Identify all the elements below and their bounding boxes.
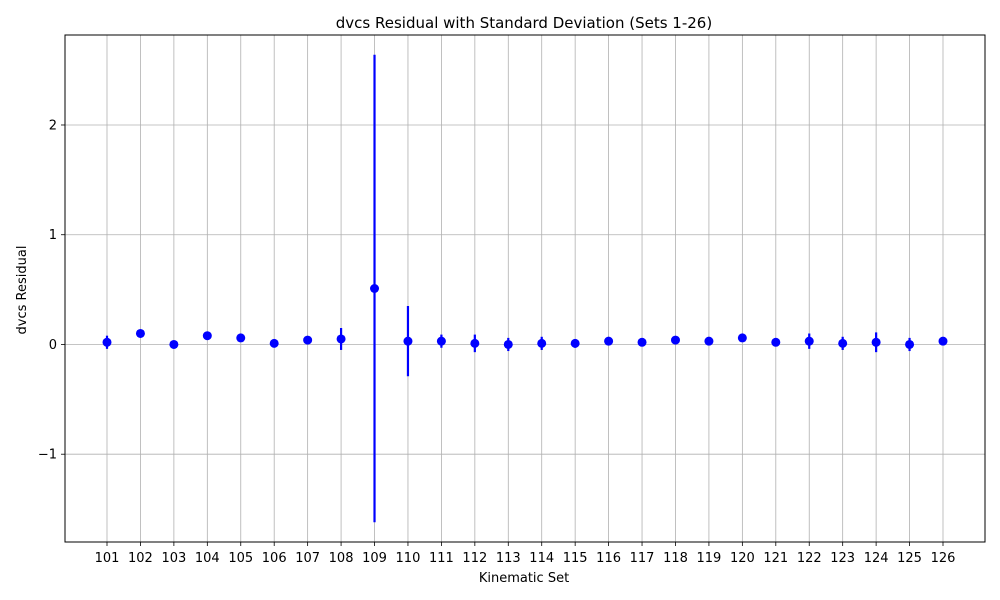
data-point bbox=[871, 337, 881, 347]
x-tick-label: 124 bbox=[864, 551, 889, 566]
x-tick-label: 110 bbox=[396, 551, 421, 566]
data-point bbox=[436, 336, 446, 346]
x-tick-label: 125 bbox=[897, 551, 922, 566]
y-tick-label: 1 bbox=[49, 228, 57, 243]
data-point bbox=[938, 336, 948, 346]
data-point bbox=[838, 338, 848, 348]
x-tick-label: 105 bbox=[228, 551, 253, 566]
data-point bbox=[169, 339, 179, 349]
x-tick-label: 126 bbox=[931, 551, 956, 566]
x-tick-label: 120 bbox=[730, 551, 755, 566]
data-point bbox=[202, 331, 212, 341]
data-point bbox=[236, 333, 246, 343]
data-point bbox=[905, 339, 915, 349]
y-tick-label: 2 bbox=[49, 118, 57, 133]
x-tick-label: 112 bbox=[462, 551, 487, 566]
data-point bbox=[503, 339, 513, 349]
data-point bbox=[370, 284, 380, 293]
data-point bbox=[470, 338, 480, 348]
data-point bbox=[804, 336, 814, 346]
x-tick-label: 117 bbox=[630, 551, 655, 566]
x-tick-label: 111 bbox=[429, 551, 454, 566]
x-tick-label: 103 bbox=[161, 551, 186, 566]
data-point bbox=[670, 335, 680, 345]
x-tick-label: 116 bbox=[596, 551, 621, 566]
data-point bbox=[303, 335, 313, 345]
y-axis-ticks: −1 0 1 2 bbox=[38, 118, 65, 463]
data-point bbox=[771, 337, 781, 347]
x-tick-label: 121 bbox=[763, 551, 788, 566]
x-tick-label: 123 bbox=[830, 551, 855, 566]
data-point bbox=[336, 334, 346, 344]
x-axis-ticks: 101 102 103 104 105 106 107 108 109 110 111 112 113 1… bbox=[95, 542, 956, 566]
x-tick-label: 107 bbox=[295, 551, 320, 566]
data-point bbox=[102, 337, 112, 347]
x-tick-label: 104 bbox=[195, 551, 220, 566]
y-axis-label: dvcs Residual bbox=[15, 246, 30, 335]
grid-lines bbox=[65, 35, 985, 542]
x-tick-label: 108 bbox=[329, 551, 354, 566]
y-tick-label: 0 bbox=[49, 338, 57, 353]
x-tick-label: 101 bbox=[95, 551, 120, 566]
x-tick-label: 113 bbox=[496, 551, 521, 566]
data-points bbox=[102, 284, 948, 349]
data-point bbox=[537, 338, 547, 348]
data-point bbox=[403, 336, 413, 346]
data-point bbox=[704, 336, 714, 346]
data-point bbox=[570, 338, 580, 348]
plot-frame bbox=[64, 34, 986, 543]
chart-title: dvcs Residual with Standard Deviation (S… bbox=[336, 14, 712, 32]
x-tick-label: 115 bbox=[563, 551, 588, 566]
data-point bbox=[604, 336, 614, 346]
x-tick-label: 109 bbox=[362, 551, 387, 566]
y-tick-label: −1 bbox=[38, 448, 57, 463]
x-tick-label: 118 bbox=[663, 551, 688, 566]
x-axis-label: Kinematic Set bbox=[479, 571, 569, 586]
x-tick-label: 122 bbox=[797, 551, 822, 566]
data-point bbox=[269, 338, 279, 348]
data-point bbox=[737, 333, 747, 343]
data-point bbox=[637, 337, 647, 347]
data-point bbox=[135, 328, 145, 338]
x-tick-label: 114 bbox=[529, 551, 554, 566]
x-tick-label: 119 bbox=[697, 551, 722, 566]
x-tick-label: 106 bbox=[262, 551, 287, 566]
x-tick-label: 102 bbox=[128, 551, 153, 566]
